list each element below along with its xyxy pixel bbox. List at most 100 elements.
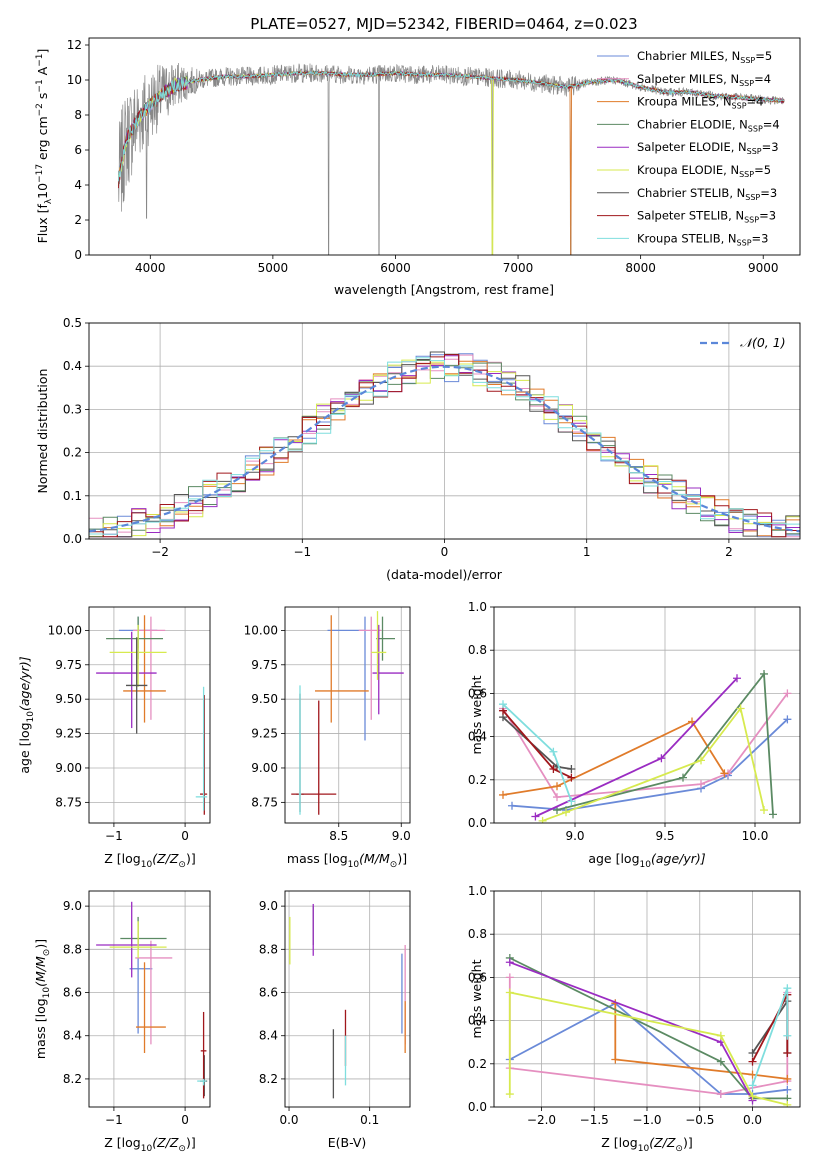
weight-marker	[549, 747, 558, 756]
legend-sub: SSP	[739, 170, 754, 179]
label-part: −17	[35, 164, 45, 183]
tick-label-y: 0.4	[63, 359, 82, 373]
weight-line	[502, 703, 573, 802]
weight-marker	[769, 810, 777, 819]
weight-marker	[505, 958, 514, 967]
tick-label-y: 0.3	[63, 402, 82, 416]
weight-marker	[748, 1070, 757, 1079]
ticks: 0.0 0.1 8.2 8.4 8.6 8.8 9.0	[259, 899, 379, 1127]
label-part: −1	[35, 54, 45, 67]
label-part: −1	[35, 79, 45, 92]
plot-area	[117, 62, 785, 255]
label-part: mass weight	[469, 959, 484, 1038]
tick-label-x: −1	[105, 829, 123, 843]
y-axis-label: age [log10(age/yr)]	[17, 656, 36, 773]
tick-label-y: 0.0	[63, 532, 82, 546]
tick-label-x: −2.0	[527, 1113, 556, 1127]
tick-label-x: 8000	[625, 261, 656, 275]
tick-label-y: 9.00	[55, 761, 82, 775]
legend-count: =3	[759, 209, 776, 223]
weight-line	[542, 706, 765, 822]
tick-label-y: 0.6	[468, 970, 487, 984]
grid	[285, 607, 410, 823]
tick-label-x: 8.5	[329, 829, 348, 843]
weight-marker	[505, 973, 514, 982]
tick-label-y: 0.6	[468, 686, 487, 700]
legend-count: =5	[754, 163, 771, 177]
y-axis-label: Flux [fλ10−17 erg cm−2 s−1 A−1]	[35, 49, 54, 244]
plot-area	[505, 953, 792, 1107]
tick-label-y: 9.75	[251, 658, 278, 672]
label-part: )]	[33, 939, 48, 949]
legend-sub: SSP	[747, 147, 762, 156]
weight-line	[502, 720, 726, 796]
legend-entry: Chabrier ELODIE, NSSP=4	[637, 117, 780, 133]
weight-marker	[657, 754, 666, 763]
tick-label-x: 0	[181, 1113, 189, 1127]
age-weight-panel: 9.0 9.5 10.0 0.0 0.2 0.4 0.6 0.8 1.0 age [log10(a…	[468, 600, 801, 870]
tick-label-x: 9.5	[655, 829, 674, 843]
ticks: 8.5 9.0 8.75 9.00 9.25 9.50 9.75 10.00	[244, 623, 411, 843]
legend-entry: Kroupa ELODIE, NSSP=5	[637, 163, 771, 179]
label-part: age [log	[588, 851, 639, 866]
ticks: 4000 5000 6000 7000 8000 9000 0 2 4 6 8 10 12	[67, 38, 779, 275]
tick-label-y: 0.2	[468, 1057, 487, 1071]
weight-marker	[720, 769, 729, 778]
label-part: (Z/Z	[152, 851, 179, 866]
weight-line	[509, 957, 788, 1100]
weight-marker	[697, 780, 705, 789]
tick-label-y: 9.75	[55, 658, 82, 672]
tick-label-x: 0.0	[743, 1113, 762, 1127]
tick-label-y: 8.2	[259, 1072, 278, 1086]
legend-count: =4	[763, 117, 780, 131]
legend-sub: SSP	[744, 216, 759, 225]
tick-label-y: 6	[74, 143, 82, 157]
tick-label-x: 1	[583, 545, 591, 559]
figure-title: PLATE=0527, MJD=52342, FIBERID=0464, z=0…	[250, 15, 637, 33]
label-part: (Z/Z	[649, 1135, 676, 1150]
weight-marker	[538, 816, 547, 823]
plot-area	[291, 611, 404, 815]
tick-label-x: −1.5	[580, 1113, 609, 1127]
legend-entry: Salpeter STELIB, NSSP=3	[637, 209, 776, 225]
label-part: −2	[35, 103, 45, 116]
tick-label-y: 8.6	[63, 986, 82, 1000]
label-part: s	[35, 93, 50, 104]
label-part: (Z/Z	[152, 1135, 179, 1150]
legend-sub: SSP	[740, 56, 755, 65]
label-part: erg cm	[35, 116, 50, 164]
grid	[89, 891, 210, 1107]
tick-label-y: 9.25	[55, 727, 82, 741]
axes-frame	[88, 322, 801, 540]
label-part: 10	[638, 1144, 650, 1154]
histogram-step	[89, 351, 800, 538]
tick-label-x: 0	[181, 829, 189, 843]
legend-count: =4	[754, 72, 771, 86]
tick-label-y: 2	[74, 213, 82, 227]
tick-label-x: −1	[105, 1113, 123, 1127]
tick-label-y: 8.8	[63, 942, 82, 956]
weight-line	[509, 961, 754, 1101]
legend-sub: SSP	[732, 102, 747, 111]
label-part: Z [log	[601, 1135, 637, 1150]
label-part: 10	[141, 1144, 153, 1154]
axes-frame	[88, 890, 211, 1108]
x-axis-label: age [log10(age/yr)]	[588, 851, 705, 870]
tick-label-y: 8.4	[259, 1029, 278, 1043]
weight-marker	[567, 765, 576, 773]
tick-label-y: 1.0	[468, 884, 487, 898]
weight-marker	[760, 806, 768, 815]
legend-entry: Salpeter MILES, NSSP=4	[637, 72, 771, 88]
label-part: ]	[35, 49, 50, 54]
tick-label-y: 8.6	[259, 986, 278, 1000]
label-part: 10	[35, 183, 50, 199]
tick-label-y: 0.8	[468, 927, 487, 941]
label-part: Flux [f	[35, 204, 50, 244]
plot-area	[89, 351, 800, 538]
label-part: Z [log	[104, 851, 140, 866]
tick-label-y: 9.25	[251, 727, 278, 741]
tick-label-y: 0.2	[468, 773, 487, 787]
weight-marker	[531, 812, 540, 821]
